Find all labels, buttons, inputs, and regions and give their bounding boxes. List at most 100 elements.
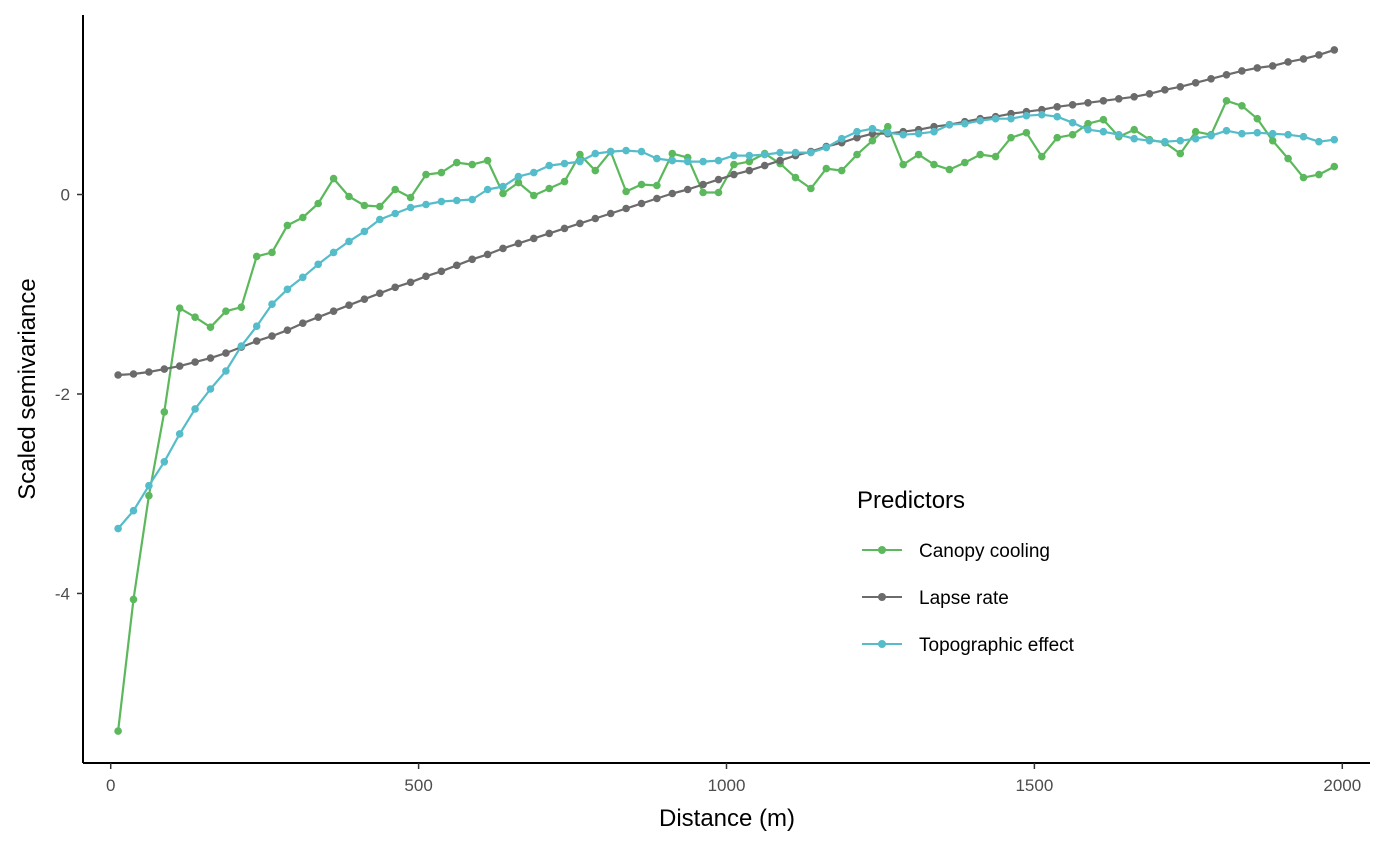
series-canopy-cooling bbox=[114, 97, 1339, 735]
data-point-lapse-rate bbox=[345, 301, 353, 310]
data-point-canopy-cooling bbox=[807, 184, 815, 193]
data-point-topographic-effect bbox=[483, 185, 492, 194]
data-point-canopy-cooling bbox=[714, 188, 723, 197]
data-point-canopy-cooling bbox=[530, 191, 538, 200]
data-point-topographic-effect bbox=[545, 161, 553, 170]
data-point-canopy-cooling bbox=[160, 408, 169, 416]
data-point-canopy-cooling bbox=[591, 166, 600, 175]
data-point-topographic-effect bbox=[453, 196, 461, 205]
series-layer bbox=[114, 46, 1339, 735]
data-point-canopy-cooling bbox=[1176, 149, 1185, 158]
data-point-topographic-effect bbox=[622, 146, 630, 155]
data-point-canopy-cooling bbox=[453, 158, 461, 167]
data-point-topographic-effect bbox=[884, 128, 892, 137]
data-point-lapse-rate bbox=[1207, 75, 1215, 83]
data-point-canopy-cooling bbox=[991, 152, 1000, 161]
axes bbox=[82, 15, 1370, 764]
y-tick-label: 0 bbox=[61, 186, 70, 205]
data-point-lapse-rate bbox=[1053, 103, 1061, 111]
y-tick-label: -4 bbox=[55, 584, 70, 603]
data-point-canopy-cooling bbox=[884, 122, 892, 131]
data-point-canopy-cooling bbox=[437, 168, 446, 177]
data-point-topographic-effect bbox=[1099, 127, 1108, 136]
data-point-lapse-rate bbox=[1238, 67, 1246, 75]
data-point-canopy-cooling bbox=[514, 178, 523, 187]
data-point-lapse-rate bbox=[714, 175, 723, 184]
data-point-topographic-effect bbox=[899, 130, 907, 139]
data-point-topographic-effect bbox=[1207, 131, 1215, 140]
data-point-canopy-cooling bbox=[483, 156, 492, 165]
data-point-topographic-effect bbox=[1238, 129, 1246, 138]
data-point-lapse-rate bbox=[283, 326, 292, 335]
data-point-lapse-rate bbox=[468, 255, 477, 264]
data-point-canopy-cooling bbox=[314, 199, 323, 208]
data-point-canopy-cooling bbox=[422, 170, 430, 179]
data-point-topographic-effect bbox=[360, 227, 369, 236]
data-point-canopy-cooling bbox=[930, 160, 938, 169]
data-point-canopy-cooling bbox=[868, 136, 877, 145]
data-point-canopy-cooling bbox=[730, 160, 738, 169]
data-point-lapse-rate bbox=[545, 229, 553, 238]
data-point-topographic-effect bbox=[930, 127, 938, 136]
x-tick-label: 0 bbox=[106, 776, 115, 795]
data-point-canopy-cooling bbox=[1253, 114, 1262, 123]
y-axis-title: Scaled semivariance bbox=[14, 278, 41, 499]
data-point-lapse-rate bbox=[1191, 79, 1200, 87]
data-point-topographic-effect bbox=[976, 116, 984, 125]
x-tick-label: 1500 bbox=[1015, 776, 1053, 795]
data-point-canopy-cooling bbox=[252, 252, 261, 261]
x-tick-label: 2000 bbox=[1323, 776, 1361, 795]
data-point-canopy-cooling bbox=[837, 166, 846, 175]
data-point-lapse-rate bbox=[145, 368, 153, 376]
legend-item-lapse-rate: Lapse rate bbox=[862, 588, 1009, 609]
data-point-topographic-effect bbox=[668, 156, 677, 165]
data-point-topographic-effect bbox=[1253, 128, 1262, 137]
data-point-canopy-cooling bbox=[976, 150, 984, 159]
data-point-lapse-rate bbox=[453, 261, 461, 270]
data-point-lapse-rate bbox=[1130, 93, 1138, 101]
series-topographic-effect bbox=[114, 110, 1339, 533]
legend-label-canopy-cooling: Canopy cooling bbox=[919, 541, 1050, 562]
data-point-canopy-cooling bbox=[1268, 136, 1277, 145]
data-point-canopy-cooling bbox=[283, 221, 292, 230]
data-point-topographic-effect bbox=[1161, 137, 1169, 146]
data-point-lapse-rate bbox=[1068, 101, 1077, 109]
data-point-lapse-rate bbox=[530, 234, 538, 243]
data-point-canopy-cooling bbox=[145, 491, 153, 500]
data-point-topographic-effect bbox=[391, 209, 400, 218]
data-point-topographic-effect bbox=[1053, 112, 1061, 121]
data-point-lapse-rate bbox=[576, 219, 584, 228]
data-point-canopy-cooling bbox=[468, 160, 477, 169]
data-point-topographic-effect bbox=[1130, 134, 1138, 143]
data-point-topographic-effect bbox=[514, 172, 523, 181]
data-point-canopy-cooling bbox=[1007, 133, 1015, 142]
data-point-topographic-effect bbox=[683, 157, 692, 166]
data-point-canopy-cooling bbox=[637, 180, 646, 189]
data-point-topographic-effect bbox=[606, 147, 615, 156]
data-point-canopy-cooling bbox=[1330, 162, 1339, 171]
data-point-lapse-rate bbox=[1161, 86, 1169, 94]
data-point-canopy-cooling bbox=[791, 173, 800, 182]
legend-key-point-topographic-effect bbox=[878, 640, 886, 648]
data-point-canopy-cooling bbox=[945, 165, 954, 174]
data-point-topographic-effect bbox=[637, 147, 646, 156]
y-ticks: -4 -2 0 bbox=[55, 186, 83, 603]
data-point-lapse-rate bbox=[406, 278, 415, 287]
data-point-canopy-cooling bbox=[376, 202, 384, 211]
data-point-canopy-cooling bbox=[391, 185, 400, 194]
data-point-lapse-rate bbox=[1268, 62, 1277, 70]
data-point-topographic-effect bbox=[760, 150, 769, 159]
legend-key-point-canopy-cooling bbox=[878, 546, 886, 554]
data-point-lapse-rate bbox=[499, 244, 507, 253]
data-point-lapse-rate bbox=[1315, 51, 1323, 59]
data-point-topographic-effect bbox=[376, 215, 384, 224]
data-point-canopy-cooling bbox=[222, 307, 230, 316]
data-point-lapse-rate bbox=[668, 189, 677, 198]
data-point-canopy-cooling bbox=[114, 727, 122, 735]
data-point-topographic-effect bbox=[807, 148, 815, 157]
data-point-canopy-cooling bbox=[914, 150, 923, 159]
data-point-topographic-effect bbox=[145, 481, 153, 490]
data-point-canopy-cooling bbox=[1299, 173, 1308, 182]
data-point-topographic-effect bbox=[299, 273, 307, 282]
data-point-topographic-effect bbox=[499, 182, 507, 191]
